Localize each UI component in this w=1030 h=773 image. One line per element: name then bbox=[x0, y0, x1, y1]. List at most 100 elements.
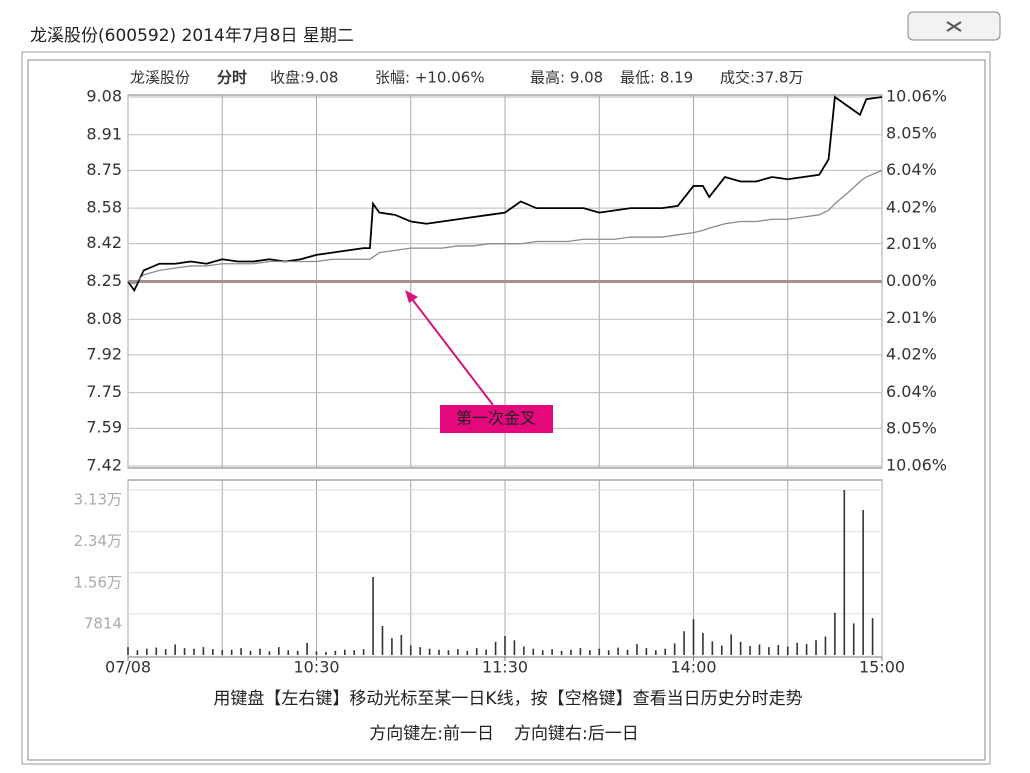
volume-bar bbox=[221, 650, 224, 655]
volume-bar bbox=[447, 650, 450, 655]
volume-bar bbox=[504, 636, 506, 655]
volume-bar bbox=[626, 649, 629, 655]
volume-bar bbox=[739, 641, 742, 655]
volume-bar bbox=[315, 651, 318, 655]
y2-tick-label: 6.04% bbox=[886, 382, 937, 401]
y-tick-label: 3.13万 bbox=[74, 491, 122, 509]
footer-nav-left: 方向键左:前一日 bbox=[369, 724, 494, 744]
volume-bar bbox=[343, 649, 346, 655]
annotation-arrow bbox=[411, 298, 494, 406]
volume-bar bbox=[815, 640, 817, 655]
volume-bar bbox=[164, 649, 167, 655]
chart-title: 龙溪股份 bbox=[130, 69, 190, 87]
volume-bar bbox=[834, 612, 836, 655]
y2-tick-label: 6.04% bbox=[886, 160, 937, 179]
close-icon[interactable] bbox=[946, 21, 962, 32]
volume-bar bbox=[852, 623, 855, 655]
window-frame bbox=[21, 51, 991, 765]
footer-hint: 用键盘【左右键】移动光标至某一日K线，按【空格键】查看当日历史分时走势 bbox=[213, 689, 802, 709]
volume-bar bbox=[212, 649, 214, 655]
volume-bar bbox=[466, 650, 469, 655]
volume-bar bbox=[249, 650, 252, 655]
chart-frame bbox=[27, 59, 986, 761]
y-tick-label: 8.42 bbox=[86, 233, 122, 252]
price-line bbox=[127, 169, 883, 285]
volume-bar bbox=[570, 649, 572, 655]
volume-bar bbox=[268, 651, 271, 655]
volume-bar bbox=[287, 650, 290, 655]
volume-bar bbox=[702, 632, 704, 655]
y2-tick-label: 10.06% bbox=[886, 456, 947, 475]
y-tick-label: 1.56万 bbox=[74, 573, 122, 591]
volume-bar bbox=[362, 649, 365, 655]
volume-bar bbox=[494, 641, 497, 655]
y2-tick-label: 0.00% bbox=[886, 271, 937, 290]
volume-bar bbox=[532, 648, 535, 655]
volume-bar bbox=[457, 649, 459, 655]
volume-bar bbox=[560, 650, 563, 655]
volume-bar bbox=[419, 647, 421, 655]
volume-bar bbox=[645, 648, 648, 655]
y2-tick-label: 8.05% bbox=[886, 419, 937, 438]
y-tick-label: 7.75 bbox=[86, 382, 122, 401]
volume-bar bbox=[325, 651, 327, 655]
volume-bar bbox=[730, 634, 732, 655]
y-tick-label: 8.75 bbox=[86, 160, 122, 179]
volume-bar bbox=[720, 645, 723, 655]
volume-bar bbox=[843, 490, 846, 655]
y2-tick-label: 8.05% bbox=[886, 123, 937, 142]
volume-bar bbox=[409, 645, 412, 655]
y-tick-label: 2.34万 bbox=[74, 532, 122, 550]
volume-bar bbox=[183, 648, 186, 655]
stat: 最低: 8.19 bbox=[620, 69, 693, 87]
volume-bar bbox=[551, 649, 553, 655]
volume-bar bbox=[306, 642, 308, 655]
volume-bar bbox=[805, 643, 808, 655]
volume-bar bbox=[617, 647, 619, 655]
volume-bar bbox=[768, 647, 770, 655]
y-tick-label: 7.59 bbox=[86, 418, 122, 437]
volume-bar bbox=[240, 648, 242, 655]
annotation-text: 第一次金叉 bbox=[456, 409, 536, 428]
chart-subtitle: 分时 bbox=[217, 69, 247, 87]
window-title: 龙溪股份(600592) 2014年7月8日 星期二 bbox=[30, 26, 354, 46]
y-tick-label: 8.91 bbox=[86, 124, 122, 143]
close-button[interactable] bbox=[907, 11, 1001, 41]
y-tick-label: 8.08 bbox=[86, 309, 122, 328]
footer-nav-right: 方向键右:后一日 bbox=[514, 724, 639, 744]
volume-bar bbox=[296, 650, 299, 655]
volume-bar bbox=[796, 642, 798, 655]
volume-bar bbox=[871, 618, 874, 655]
volume-bar bbox=[230, 649, 233, 655]
volume-bar bbox=[824, 636, 827, 655]
volume-bar bbox=[692, 619, 695, 655]
volume-bar bbox=[541, 650, 544, 655]
y2-tick-label: 10.06% bbox=[886, 87, 947, 106]
volume-bar bbox=[513, 640, 516, 655]
volume-bar bbox=[523, 646, 525, 655]
x-tick-label: 11:30 bbox=[482, 658, 528, 677]
price-line bbox=[127, 95, 883, 293]
y-tick-label: 7814 bbox=[84, 614, 122, 632]
annotation: 第一次金叉 bbox=[405, 290, 553, 433]
volume-bar bbox=[683, 631, 685, 655]
y-tick-label: 8.58 bbox=[86, 198, 122, 217]
volume-bar bbox=[202, 647, 205, 655]
volume-bar bbox=[127, 647, 129, 655]
volume-bar bbox=[136, 650, 139, 655]
volume-bar bbox=[607, 650, 610, 655]
volume-bar bbox=[655, 650, 657, 655]
y-tick-label: 9.08 bbox=[86, 87, 122, 106]
volume-bar bbox=[475, 648, 478, 655]
x-tick-label: 07/08 bbox=[105, 658, 151, 677]
volume-bar bbox=[146, 648, 148, 655]
volume-bar bbox=[786, 646, 789, 655]
x-tick-label: 10:30 bbox=[293, 658, 339, 677]
volume-bar bbox=[862, 510, 864, 655]
x-tick-label: 15:00 bbox=[859, 658, 905, 677]
volume-bar bbox=[758, 644, 761, 655]
y2-tick-label: 4.02% bbox=[886, 197, 937, 216]
volume-bar bbox=[579, 648, 582, 655]
volume-bar bbox=[749, 646, 751, 655]
